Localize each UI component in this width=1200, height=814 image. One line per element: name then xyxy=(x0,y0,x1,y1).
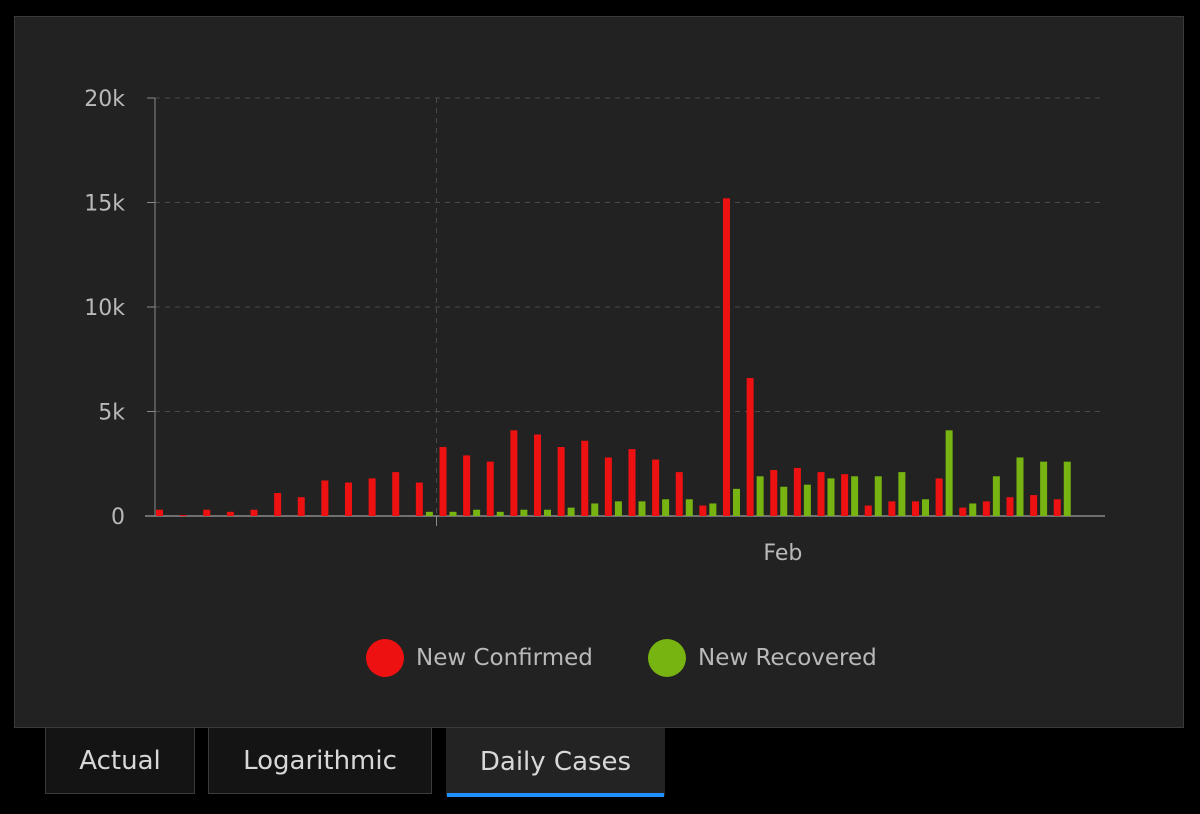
bar-new-confirmed xyxy=(604,457,612,516)
bar-new-confirmed xyxy=(770,470,778,516)
bar-new-confirmed xyxy=(368,478,376,516)
chart-panel xyxy=(14,16,1184,728)
bar-new-recovered xyxy=(425,511,433,516)
tab-logarithmic-label: Logarithmic xyxy=(243,745,397,776)
bar-new-recovered xyxy=(756,476,764,516)
bar-new-recovered xyxy=(922,499,929,516)
bar-new-confirmed xyxy=(203,509,211,516)
bar-new-confirmed xyxy=(841,474,849,516)
bar-new-confirmed xyxy=(345,482,352,516)
bar-new-recovered xyxy=(496,511,504,516)
bar-new-recovered xyxy=(780,486,788,516)
bar-new-recovered xyxy=(473,509,481,516)
bar-new-confirmed xyxy=(864,505,872,516)
bar-new-recovered xyxy=(520,509,528,516)
bar-new-confirmed xyxy=(297,497,305,516)
bar-new-confirmed xyxy=(888,501,896,516)
legend-swatch-recovered xyxy=(648,639,686,677)
bar-new-confirmed xyxy=(557,447,565,516)
bar-new-confirmed xyxy=(463,455,471,516)
bar-new-confirmed xyxy=(415,482,423,516)
bar-new-confirmed xyxy=(534,434,541,516)
bar-new-recovered xyxy=(544,509,551,516)
legend-label-recovered: New Recovered xyxy=(698,645,877,671)
active-tab-indicator xyxy=(447,793,664,797)
bar-new-confirmed xyxy=(652,459,660,516)
bar-new-confirmed xyxy=(675,472,683,516)
bar-new-confirmed xyxy=(1006,497,1014,516)
bar-new-confirmed xyxy=(746,378,754,516)
y-tick-label: 5k xyxy=(98,401,125,426)
bar-new-confirmed xyxy=(793,467,801,516)
bar-new-recovered xyxy=(803,484,811,516)
axis-layer xyxy=(145,97,1105,526)
chart-legend: New Confirmed New Recovered xyxy=(0,620,1200,700)
bar-new-recovered xyxy=(1063,461,1071,516)
label-layer: 0 5k 10k 15k 20k Feb xyxy=(84,87,802,566)
bar-new-confirmed xyxy=(486,461,494,516)
tab-logarithmic[interactable]: Logarithmic xyxy=(208,728,432,794)
legend-swatch-confirmed xyxy=(366,639,404,677)
bar-new-recovered xyxy=(614,501,622,516)
bar-new-confirmed xyxy=(439,447,447,516)
y-tick-label: 0 xyxy=(111,505,125,530)
bar-new-confirmed xyxy=(226,511,234,516)
bar-new-confirmed xyxy=(1053,499,1061,516)
bar-new-recovered xyxy=(969,503,977,516)
legend-item-new-recovered[interactable]: New Recovered xyxy=(648,638,877,678)
bar-new-recovered xyxy=(709,503,717,516)
tab-actual[interactable]: Actual xyxy=(45,728,195,794)
bar-new-confirmed xyxy=(699,505,707,516)
bar-new-confirmed xyxy=(817,472,825,516)
bar-new-recovered xyxy=(945,430,953,516)
bar-new-recovered xyxy=(685,499,693,516)
chart-mode-tabs: Actual Logarithmic Daily Cases xyxy=(0,728,1200,814)
legend-label-confirmed: New Confirmed xyxy=(416,645,593,671)
bar-new-confirmed xyxy=(392,472,400,516)
bar-new-confirmed xyxy=(982,501,990,516)
bar-new-recovered xyxy=(992,476,1000,516)
x-month-label: Feb xyxy=(763,541,802,566)
bar-new-recovered xyxy=(1040,461,1048,516)
bar-new-confirmed xyxy=(628,449,636,516)
bar-new-confirmed xyxy=(1030,495,1038,516)
bar-new-confirmed xyxy=(959,507,967,516)
bar-new-recovered xyxy=(827,478,835,516)
bar-new-confirmed xyxy=(179,514,187,516)
bar-new-confirmed xyxy=(581,440,589,516)
bar-new-confirmed xyxy=(250,509,258,516)
bar-new-confirmed xyxy=(935,478,943,516)
bar-new-confirmed xyxy=(321,480,329,516)
bar-new-confirmed xyxy=(723,198,730,516)
bar-new-recovered xyxy=(591,503,599,516)
bar-new-confirmed xyxy=(156,509,163,516)
bar-new-recovered xyxy=(851,476,859,516)
y-tick-label: 10k xyxy=(84,296,125,321)
bar-new-recovered xyxy=(662,499,670,516)
bar-layer xyxy=(156,198,1071,516)
tab-actual-label: Actual xyxy=(79,745,161,776)
bar-new-recovered xyxy=(874,476,882,516)
bar-new-recovered xyxy=(567,507,575,516)
y-tick-label: 15k xyxy=(84,192,125,217)
bar-new-recovered xyxy=(449,511,457,516)
tab-daily-cases-label: Daily Cases xyxy=(479,746,632,777)
bar-new-recovered xyxy=(733,488,740,516)
bar-new-recovered xyxy=(898,472,906,516)
bar-new-confirmed xyxy=(274,493,282,516)
bar-new-confirmed xyxy=(912,501,919,516)
tab-daily-cases[interactable]: Daily Cases xyxy=(446,728,665,797)
bar-new-recovered xyxy=(1016,457,1024,516)
bar-new-confirmed xyxy=(510,430,518,516)
y-tick-label: 20k xyxy=(84,87,125,112)
bar-new-recovered xyxy=(638,501,646,516)
legend-item-new-confirmed[interactable]: New Confirmed xyxy=(366,638,593,678)
grid-layer xyxy=(155,97,1100,516)
